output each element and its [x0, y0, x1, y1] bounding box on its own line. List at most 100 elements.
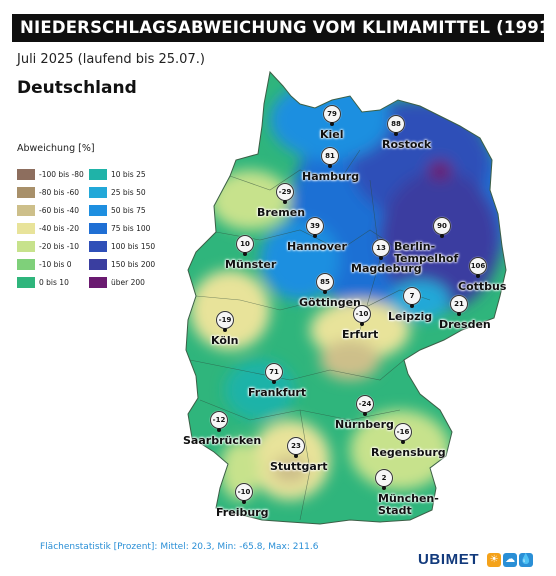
legend-item: 100 bis 150 — [89, 240, 155, 252]
legend-swatch — [89, 204, 107, 216]
legend-label: 150 bis 200 — [111, 259, 156, 269]
legend-swatch — [17, 240, 35, 252]
city-name: Magdeburg — [351, 262, 422, 275]
city-location-dot — [243, 252, 247, 256]
legend-item: -100 bis -80 — [17, 168, 84, 180]
city-location-dot — [401, 440, 405, 444]
legend-label: 10 bis 25 — [111, 169, 146, 179]
legend-item: 75 bis 100 — [89, 222, 150, 234]
legend: -100 bis -80 -80 bis -60 -60 bis -40 -40 bi… — [17, 168, 192, 298]
city-name: Saarbrücken — [183, 434, 262, 447]
legend-label: 25 bis 50 — [111, 187, 146, 197]
legend-swatch — [89, 222, 107, 234]
anomaly-value-badge: 13 — [372, 239, 390, 257]
ubimet-logo: UBIMET ☀ ☁ 💧 — [418, 551, 534, 568]
city-location-dot — [457, 312, 461, 316]
legend-item: -10 bis 0 — [17, 258, 72, 270]
city-location-dot — [323, 290, 327, 294]
anomaly-value-badge: 85 — [316, 273, 334, 291]
city-location-dot — [382, 486, 386, 490]
legend-swatch — [17, 186, 35, 198]
legend-item: -60 bis -40 — [17, 204, 79, 216]
anomaly-value-badge: 79 — [323, 105, 341, 123]
area-statistics: Flächenstatistik [Prozent]: Mittel: 20.3… — [40, 542, 319, 552]
cloud-icon: ☁ — [503, 552, 518, 567]
city-name: Göttingen — [299, 296, 361, 309]
city-name: Hannover — [287, 240, 347, 253]
city-name: Frankfurt — [248, 386, 307, 399]
legend-swatch — [89, 186, 107, 198]
city-name: Bremen — [257, 206, 306, 219]
legend-item: 25 bis 50 — [89, 186, 146, 198]
legend-label: 75 bis 100 — [111, 223, 151, 233]
anomaly-value-badge: 21 — [450, 295, 468, 313]
anomaly-value-badge: -12 — [210, 411, 228, 429]
city-location-dot — [217, 428, 221, 432]
legend-label: -40 bis -20 — [39, 223, 80, 233]
city-location-dot — [379, 256, 383, 260]
city-location-dot — [283, 200, 287, 204]
legend-item: über 200 — [89, 276, 145, 288]
legend-title: Abweichung [%] — [17, 143, 95, 154]
legend-label: -60 bis -40 — [39, 205, 80, 215]
anomaly-value-badge: 2 — [375, 469, 393, 487]
legend-item: -80 bis -60 — [17, 186, 79, 198]
anomaly-value-badge: -10 — [235, 483, 253, 501]
legend-label: 50 bis 75 — [111, 205, 146, 215]
city-name: Stuttgart — [270, 460, 328, 473]
drop-icon: 💧 — [519, 552, 534, 567]
city-location-dot — [242, 500, 246, 504]
map-title: NIEDERSCHLAGSABWEICHUNG VOM KLIMAMITTEL … — [12, 14, 544, 42]
legend-label: über 200 — [111, 277, 145, 287]
legend-label: -20 bis -10 — [39, 241, 80, 251]
anomaly-value-badge: -19 — [216, 311, 234, 329]
city-location-dot — [272, 380, 276, 384]
city-location-dot — [330, 122, 334, 126]
legend-item: 150 bis 200 — [89, 258, 155, 270]
city-name: Nürnberg — [335, 418, 394, 431]
city-name: Hamburg — [302, 170, 360, 183]
legend-swatch — [17, 258, 35, 270]
anomaly-value-badge: 7 — [403, 287, 421, 305]
city-location-dot — [440, 234, 444, 238]
legend-item: 50 bis 75 — [89, 204, 146, 216]
city-location-dot — [223, 328, 227, 332]
city-name: Kiel — [320, 128, 344, 141]
legend-swatch — [17, 168, 35, 180]
anomaly-value-badge: 71 — [265, 363, 283, 381]
legend-swatch — [89, 240, 107, 252]
legend-swatch — [17, 222, 35, 234]
city-name: Münster — [225, 258, 277, 271]
anomaly-value-badge: -16 — [394, 423, 412, 441]
city-location-dot — [394, 132, 398, 136]
city-name: Dresden — [439, 318, 491, 331]
anomaly-value-badge: 106 — [469, 257, 487, 275]
anomaly-value-badge: 81 — [321, 147, 339, 165]
anomaly-value-badge: 23 — [287, 437, 305, 455]
city-name: Köln — [211, 334, 239, 347]
city-name: Erfurt — [342, 328, 379, 341]
anomaly-value-badge: -10 — [353, 305, 371, 323]
city-location-dot — [476, 274, 480, 278]
city-name: Rostock — [382, 138, 432, 151]
logo-icons: ☀ ☁ 💧 — [485, 552, 534, 567]
city-location-dot — [360, 322, 364, 326]
legend-swatch — [17, 276, 35, 288]
legend-swatch — [89, 258, 107, 270]
legend-label: 0 bis 10 — [39, 277, 69, 287]
anomaly-value-badge: 88 — [387, 115, 405, 133]
logo-text: UBIMET — [418, 551, 480, 568]
map-subtitle: Juli 2025 (laufend bis 25.07.) — [17, 52, 205, 67]
legend-swatch — [17, 204, 35, 216]
city-location-dot — [410, 304, 414, 308]
city-name: Leipzig — [388, 310, 433, 323]
city-location-dot — [294, 454, 298, 458]
legend-swatch — [89, 276, 107, 288]
anomaly-value-badge: 39 — [306, 217, 324, 235]
city-location-dot — [328, 164, 332, 168]
anomaly-value-badge: -29 — [276, 183, 294, 201]
legend-label: 100 bis 150 — [111, 241, 156, 251]
anomaly-value-badge: 10 — [236, 235, 254, 253]
legend-label: -10 bis 0 — [39, 259, 72, 269]
